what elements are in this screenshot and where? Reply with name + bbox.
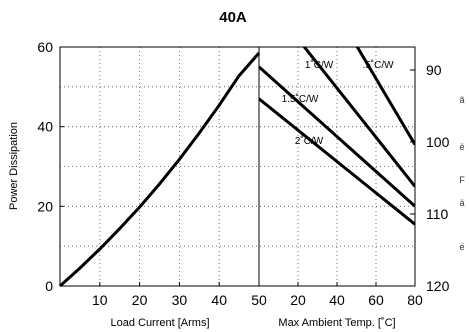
grid-lines	[60, 46, 416, 287]
derating-line-label: 1.5˚C/W	[282, 93, 319, 105]
y-tick-label: 60	[37, 39, 53, 55]
edge-glyph: ä	[459, 198, 464, 208]
x-tick-label-left: 50	[251, 292, 267, 308]
plot-frame	[59, 46, 416, 287]
y2-tick-label: 100	[426, 134, 450, 150]
y-tick-label: 20	[37, 198, 53, 214]
edge-glyph: F	[459, 175, 465, 185]
derating-line-label: 1˚C/W	[305, 59, 334, 71]
x-tick-label-left: 40	[211, 292, 227, 308]
y-tick-label: 40	[37, 119, 53, 135]
power-dissipation-curve	[58, 52, 261, 288]
x-tick-label-right: 40	[329, 292, 345, 308]
x-axis-label-load-current: Load Current [Arms]	[110, 317, 209, 329]
y2-tick-label: 110	[426, 206, 449, 222]
y2-tick-label: 90	[426, 62, 442, 78]
x-tick-label-left: 30	[172, 292, 188, 308]
x-tick-label-right: 80	[407, 292, 423, 308]
x-tick-label-right: 60	[368, 292, 384, 308]
derating-line	[355, 47, 415, 146]
derating-line	[302, 47, 415, 188]
edge-glyph: ë	[459, 242, 464, 252]
derating-line	[259, 97, 415, 226]
x-axis-label-ambient-temp: Max Ambient Temp. [˚C]	[278, 317, 395, 329]
derating-line	[259, 65, 415, 208]
derating-line-label: 2˚C/W	[295, 135, 324, 147]
chart-title: 40A	[219, 9, 247, 26]
series-group	[58, 47, 415, 288]
label-group: 0 20 40 60 10 20 30 40 50 20 40 60 80 90 100 110 120 .5˚C…	[37, 39, 465, 308]
x-tick-label-left: 20	[132, 292, 148, 308]
edge-glyph: ë	[459, 142, 464, 152]
x-tick-label-left: 10	[92, 292, 108, 308]
y2-tick-label: 120	[426, 278, 450, 294]
y-tick-label: 0	[45, 278, 53, 294]
edge-glyph: ã	[459, 95, 464, 105]
derating-line-label: .5˚C/W	[362, 59, 394, 71]
y-axis-label: Power Dissipation	[8, 122, 20, 210]
x-tick-label-right: 20	[290, 292, 306, 308]
